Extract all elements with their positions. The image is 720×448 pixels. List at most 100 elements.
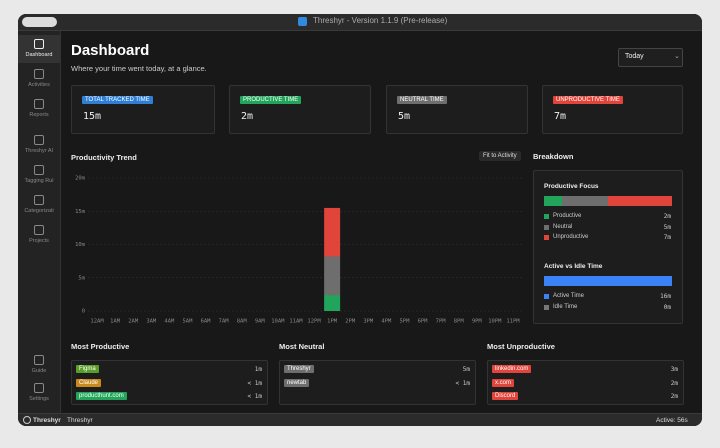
legend-swatch bbox=[544, 224, 549, 230]
list-title: Most Productive bbox=[71, 342, 130, 351]
app-tag: x.com bbox=[492, 378, 515, 387]
stat-value: 2m bbox=[241, 111, 254, 122]
breakdown-title: Breakdown bbox=[533, 152, 574, 161]
nav-item[interactable]: Reports bbox=[18, 95, 60, 123]
x-tick-label: 12PM bbox=[307, 319, 321, 325]
x-tick-label: 12AM bbox=[90, 319, 104, 325]
x-tick-label: 8AM bbox=[237, 319, 248, 325]
nav-item[interactable]: Threshyr AI bbox=[18, 131, 60, 159]
legend-swatch bbox=[544, 304, 549, 310]
app-tag: Figma bbox=[76, 365, 99, 373]
app-tag: Threshyr bbox=[284, 365, 314, 373]
chart-title: Productivity Trend bbox=[71, 153, 137, 162]
x-tick-label: 6PM bbox=[418, 319, 429, 325]
legend-swatch bbox=[544, 235, 549, 240]
sidebar: Dashboard Activities Reports Threshyr AI Tag… bbox=[18, 31, 61, 413]
app-time: 5m bbox=[462, 366, 470, 373]
app-icon bbox=[298, 17, 307, 26]
legend-swatch bbox=[544, 294, 549, 299]
breakdown-panel: Productive Focus Productive 2m Neutral 5m Unp… bbox=[533, 170, 683, 324]
status-window: Threshyr bbox=[67, 417, 93, 424]
breakdown-section-title: Productive Focus bbox=[544, 183, 599, 190]
nav-item[interactable]: Dashboard bbox=[18, 35, 60, 63]
status-app: Threshyr bbox=[33, 417, 61, 424]
app-window: Threshyr - Version 1.1.9 (Pre-release) D… bbox=[18, 14, 702, 426]
y-tick-label: 20m bbox=[75, 176, 86, 182]
stat-card: UNPRODUCTIVE TIME 7m bbox=[542, 85, 683, 134]
legend-label: Active Time bbox=[553, 293, 585, 299]
legend-value: 2m bbox=[663, 213, 671, 220]
stat-label: PRODUCTIVE TIME bbox=[240, 96, 302, 104]
x-tick-label: 3PM bbox=[363, 319, 374, 325]
fit-button[interactable]: Fit to Activity bbox=[479, 151, 521, 161]
nav-item[interactable]: Guide bbox=[18, 351, 60, 379]
list-panel: Figma 1m Claude < 1m producthunt.com < 1m bbox=[71, 360, 268, 405]
legend-label: Idle Time bbox=[553, 303, 578, 310]
legend-value: 0m bbox=[663, 303, 671, 311]
status-active: Active: 56s bbox=[656, 417, 688, 424]
x-tick-label: 3AM bbox=[146, 319, 157, 325]
list-title: Most Neutral bbox=[279, 342, 325, 351]
x-tick-label: 10AM bbox=[271, 319, 285, 325]
bar-segment bbox=[607, 196, 672, 206]
range-value: Today bbox=[625, 53, 644, 60]
x-tick-label: 4AM bbox=[164, 319, 175, 325]
x-tick-label: 10PM bbox=[488, 319, 502, 325]
range-select[interactable]: Today ⌄ bbox=[618, 48, 683, 67]
window-button[interactable] bbox=[22, 17, 57, 27]
app-tag: Claude bbox=[76, 378, 102, 387]
nav-item[interactable]: Categorizati bbox=[18, 191, 60, 219]
stat-card: TOTAL TRACKED TIME 15m bbox=[71, 85, 215, 134]
nav-item[interactable]: Tagging Rul bbox=[18, 161, 60, 189]
list-panel: linkedin.com 3m x.com 2m Discord 2m bbox=[487, 360, 684, 405]
chevron: ⌄ bbox=[674, 53, 680, 60]
x-tick-label: 4PM bbox=[381, 319, 392, 325]
window-title: Threshyr - Version 1.1.9 (Pre-release) bbox=[313, 16, 448, 25]
stat-label: TOTAL TRACKED TIME bbox=[82, 96, 153, 104]
x-tick-label: 2PM bbox=[345, 319, 356, 325]
legend-value: 5m bbox=[663, 223, 671, 231]
app-time: 2m bbox=[670, 379, 678, 387]
stat-card: NEUTRAL TIME 5m bbox=[386, 85, 528, 134]
page-title: Dashboard bbox=[71, 42, 150, 59]
x-tick-label: 9AM bbox=[255, 319, 266, 325]
chart: 0 5m 10m 15m 20m 12AM 1AM 2AM 3AM 4AM 5AM 6AM 7AM 8AM… bbox=[75, 176, 522, 325]
stat-label: NEUTRAL TIME bbox=[397, 96, 447, 104]
x-tick-label: 5PM bbox=[399, 319, 410, 325]
x-tick-label: 11PM bbox=[506, 319, 520, 325]
legend-label: Productive bbox=[553, 213, 582, 219]
nav-item[interactable]: Projects bbox=[18, 221, 60, 249]
bar-segment bbox=[324, 207, 341, 257]
page-subtitle: Where your time went today, at a glance. bbox=[71, 64, 207, 73]
app-time: 1m bbox=[254, 366, 262, 373]
app-tag: linkedin.com bbox=[492, 365, 532, 373]
legend-label: Unproductive bbox=[553, 234, 589, 240]
app-tag: producthunt.com bbox=[76, 392, 127, 400]
stacked-bar bbox=[544, 276, 672, 286]
y-tick-label: 15m bbox=[75, 209, 86, 215]
nav-item[interactable]: Activities bbox=[18, 65, 60, 93]
legend-value: 7m bbox=[663, 234, 671, 241]
app-tag: newtab bbox=[284, 378, 310, 387]
bar-segment bbox=[324, 256, 341, 296]
stat-value: 7m bbox=[554, 111, 567, 122]
list-panel: Threshyr 5m newtab < 1m bbox=[279, 360, 476, 405]
x-tick-label: 9PM bbox=[472, 319, 483, 325]
y-tick-label: 5m bbox=[78, 275, 85, 281]
app-time: 2m bbox=[670, 393, 678, 400]
app-time: 3m bbox=[670, 366, 678, 373]
app-tag: Discord bbox=[492, 392, 519, 400]
x-tick-label: 5AM bbox=[182, 319, 193, 325]
y-tick-label: 0 bbox=[82, 309, 85, 315]
stat-value: 15m bbox=[83, 111, 102, 122]
x-tick-label: 2AM bbox=[128, 319, 139, 325]
x-tick-label: 7PM bbox=[436, 319, 447, 325]
breakdown-section-title: Active vs Idle Time bbox=[544, 263, 603, 270]
y-tick-label: 10m bbox=[75, 242, 86, 248]
stat-card: PRODUCTIVE TIME 2m bbox=[229, 85, 371, 134]
nav-item[interactable]: Settings bbox=[18, 379, 60, 407]
list-title: Most Unproductive bbox=[487, 342, 555, 351]
bar-segment bbox=[544, 196, 563, 206]
